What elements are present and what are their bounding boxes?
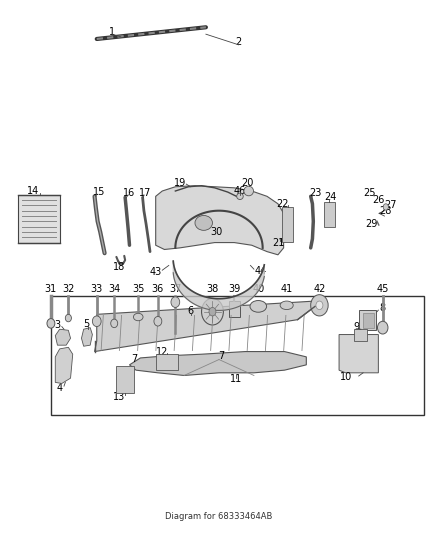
Bar <box>324 201 335 227</box>
Circle shape <box>201 298 223 325</box>
Text: 33: 33 <box>91 284 103 294</box>
Bar <box>155 354 177 370</box>
Circle shape <box>383 204 389 210</box>
Text: 45: 45 <box>377 284 389 294</box>
Text: 7: 7 <box>131 354 137 364</box>
Text: 21: 21 <box>272 238 284 247</box>
Text: 23: 23 <box>309 188 321 198</box>
Circle shape <box>209 308 216 316</box>
Text: 14: 14 <box>27 186 39 196</box>
Polygon shape <box>130 352 306 375</box>
Bar <box>51 296 424 415</box>
Bar <box>363 313 374 328</box>
Polygon shape <box>55 329 71 345</box>
Text: 11: 11 <box>230 374 243 384</box>
Text: 30: 30 <box>211 227 223 237</box>
Bar <box>283 207 293 241</box>
Circle shape <box>65 314 71 322</box>
Ellipse shape <box>244 186 254 196</box>
Circle shape <box>171 297 180 308</box>
Circle shape <box>154 317 162 326</box>
Text: 29: 29 <box>365 219 377 229</box>
Text: 41: 41 <box>281 284 293 294</box>
Text: 19: 19 <box>173 177 186 188</box>
Text: 37: 37 <box>169 284 181 294</box>
Text: 8: 8 <box>380 303 386 313</box>
Polygon shape <box>339 335 378 373</box>
Polygon shape <box>95 301 315 352</box>
Text: 42: 42 <box>313 284 325 294</box>
Text: 35: 35 <box>132 284 145 294</box>
Text: 26: 26 <box>372 195 385 205</box>
Text: 9: 9 <box>353 322 360 332</box>
Text: 27: 27 <box>384 200 396 210</box>
Circle shape <box>311 295 328 316</box>
Circle shape <box>316 301 323 310</box>
Polygon shape <box>81 328 92 346</box>
Polygon shape <box>55 348 73 383</box>
Bar <box>359 310 376 330</box>
Text: 28: 28 <box>380 206 392 216</box>
Ellipse shape <box>134 313 143 321</box>
Bar <box>229 301 240 317</box>
Text: 40: 40 <box>252 284 265 294</box>
Circle shape <box>47 319 55 328</box>
Circle shape <box>378 321 388 334</box>
Text: 6: 6 <box>187 305 194 316</box>
Text: 25: 25 <box>364 188 376 198</box>
Text: 36: 36 <box>152 284 164 294</box>
Text: 43: 43 <box>149 267 162 277</box>
Text: Diagram for 68333464AB: Diagram for 68333464AB <box>165 512 273 521</box>
Text: 3: 3 <box>54 320 60 330</box>
Text: 39: 39 <box>228 284 240 294</box>
Text: 16: 16 <box>124 188 136 198</box>
Bar <box>18 195 60 243</box>
Text: 32: 32 <box>62 284 74 294</box>
Text: 34: 34 <box>108 284 120 294</box>
Text: 2: 2 <box>236 37 242 47</box>
Text: 12: 12 <box>156 346 169 357</box>
Text: 20: 20 <box>241 177 254 188</box>
Text: 46: 46 <box>234 186 246 196</box>
Text: 31: 31 <box>45 284 57 294</box>
Text: 18: 18 <box>113 262 125 271</box>
Text: 24: 24 <box>324 192 336 203</box>
Polygon shape <box>155 185 284 255</box>
Ellipse shape <box>280 301 293 310</box>
Bar <box>117 367 134 393</box>
Text: 7: 7 <box>218 351 224 361</box>
Bar <box>354 329 367 341</box>
Text: 44: 44 <box>254 266 267 276</box>
Ellipse shape <box>250 301 267 312</box>
Ellipse shape <box>195 215 212 230</box>
Text: 4: 4 <box>57 383 63 393</box>
Text: 38: 38 <box>206 284 219 294</box>
Text: 13: 13 <box>113 392 125 402</box>
Polygon shape <box>173 261 264 310</box>
Circle shape <box>92 316 101 327</box>
Circle shape <box>111 319 118 328</box>
Text: 1: 1 <box>109 27 115 37</box>
Text: 22: 22 <box>276 199 289 209</box>
Text: 5: 5 <box>83 319 89 329</box>
Text: 17: 17 <box>138 188 151 198</box>
Text: 10: 10 <box>339 372 352 382</box>
Ellipse shape <box>237 193 243 199</box>
Text: 15: 15 <box>93 187 105 197</box>
